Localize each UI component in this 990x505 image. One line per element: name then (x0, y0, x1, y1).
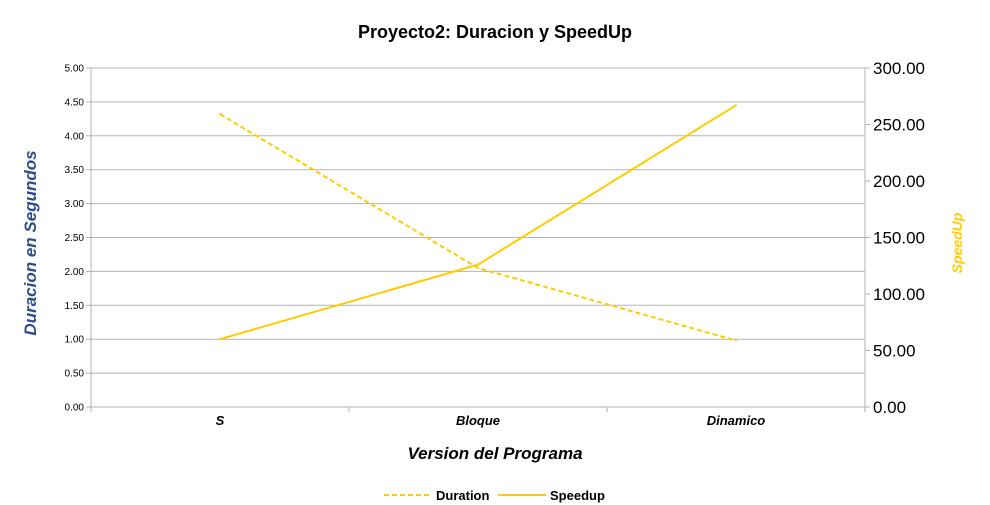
y-axis-label-left: Duracion en Segundos (21, 150, 40, 335)
legend-label-speedup: Speedup (550, 488, 605, 503)
left-tick-label: 2.50 (65, 233, 85, 244)
data-point-duration (219, 113, 221, 116)
left-tick-label: 1.50 (65, 301, 85, 312)
series-lines (219, 104, 737, 342)
x-tick-label: Dinamico (707, 413, 766, 428)
y-axis-label-right: SpeedUp (949, 212, 965, 273)
chart-title: Proyecto2: Duracion y SpeedUp (358, 22, 632, 42)
right-tick-label: 250.00 (873, 116, 925, 135)
left-tick-label: 0.00 (65, 403, 85, 414)
legend-label-duration: Duration (436, 488, 490, 503)
right-tick-label: 100.00 (873, 285, 925, 304)
data-point-speedup (735, 104, 737, 107)
right-tick-label: 150.00 (873, 229, 925, 248)
axes (86, 67, 870, 412)
series-line-speedup (219, 104, 737, 341)
right-tick-label: 300.00 (873, 59, 925, 78)
left-tick-label: 0.50 (65, 369, 85, 380)
grid-lines (91, 67, 865, 408)
right-tick-label: 200.00 (873, 172, 925, 191)
data-point-duration (477, 267, 479, 270)
series-line-duration (219, 113, 737, 342)
x-tick-label: S (216, 413, 225, 428)
x-axis-label: Version del Programa (407, 444, 582, 463)
data-point-speedup (477, 263, 479, 266)
left-tick-label: 3.00 (65, 199, 85, 210)
left-axis-ticks: 0.00 0.50 1.00 1.50 2.00 2.50 3.00 3.50 4.00 4.50… (65, 64, 85, 414)
data-point-speedup (219, 338, 221, 341)
x-axis-ticks: S Bloque Dinamico (216, 413, 766, 428)
left-tick-label: 5.00 (65, 64, 85, 75)
right-tick-label: 0.00 (873, 398, 906, 417)
left-tick-label: 4.00 (65, 131, 85, 142)
data-point-duration (735, 339, 737, 342)
legend: Duration Speedup (384, 488, 605, 503)
left-tick-label: 1.00 (65, 335, 85, 346)
left-tick-label: 3.50 (65, 165, 85, 176)
left-tick-label: 4.50 (65, 97, 85, 108)
x-tick-label: Bloque (456, 413, 500, 428)
right-axis-ticks: 0.00 50.00 100.00 150.00 200.00 250.00 300.00 (873, 59, 925, 417)
left-tick-label: 2.00 (65, 267, 85, 278)
right-tick-label: 50.00 (873, 342, 916, 361)
